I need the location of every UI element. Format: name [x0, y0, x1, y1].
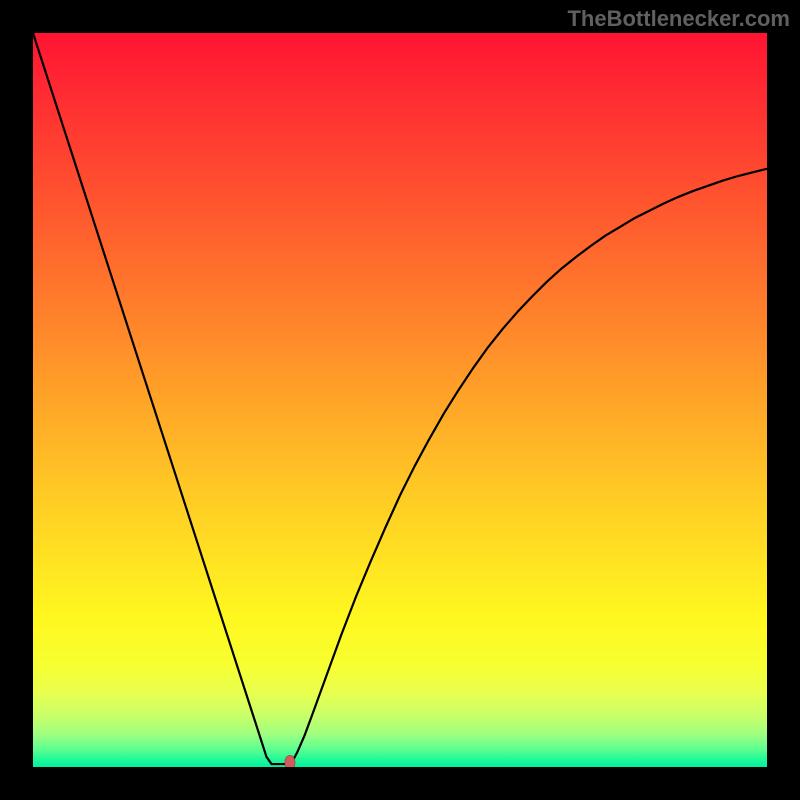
- chart-svg: [33, 33, 767, 767]
- watermark-text: TheBottlenecker.com: [567, 6, 790, 32]
- optimum-marker: [285, 755, 295, 767]
- gradient-background: [33, 33, 767, 767]
- chart-outer-frame: TheBottlenecker.com: [0, 0, 800, 800]
- plot-area: [33, 33, 767, 767]
